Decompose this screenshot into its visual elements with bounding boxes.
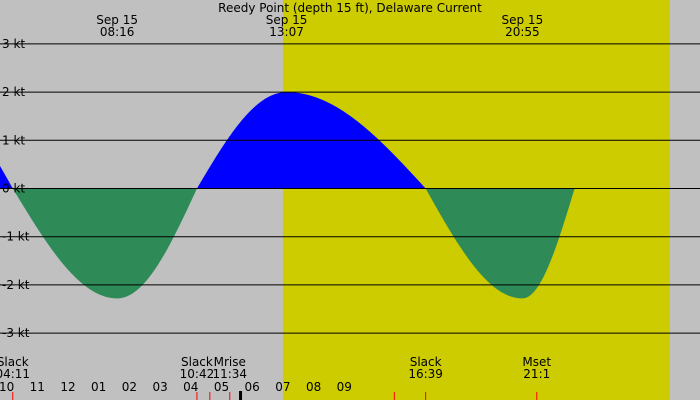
extremum-time-label: 08:16 [100, 25, 135, 39]
extremum-time-label: 13:07 [269, 25, 304, 39]
hour-tick-label: 05 [214, 380, 229, 394]
y-tick-label: -2 kt [2, 278, 30, 292]
hour-tick-label: 08 [306, 380, 321, 394]
event-label: Slack [410, 355, 442, 369]
hour-tick-label: 09 [337, 380, 352, 394]
hour-tick-label: 01 [91, 380, 106, 394]
chart-title: Reedy Point (depth 15 ft), Delaware Curr… [218, 1, 482, 15]
event-time-label: 10:42 [180, 367, 215, 381]
extremum-date-label: Sep 15 [266, 13, 308, 27]
hour-tick-label: 12 [60, 380, 75, 394]
hour-tick-label: 10 [0, 380, 14, 394]
hour-tick-label: 03 [152, 380, 167, 394]
y-tick-label: 1 kt [2, 133, 25, 147]
y-tick-label: -3 kt [2, 326, 30, 340]
extremum-date-label: Sep 15 [96, 13, 138, 27]
event-label: Slack [181, 355, 213, 369]
event-label: Slack [0, 355, 29, 369]
hour-tick-label: 07 [275, 380, 290, 394]
event-time-label: 16:39 [408, 367, 443, 381]
y-tick-label: -1 kt [2, 230, 30, 244]
event-time-label: 21:1 [523, 367, 550, 381]
y-tick-label: 0 kt [2, 182, 25, 196]
event-time-label: 04:11 [0, 367, 30, 381]
y-tick-label: 3 kt [2, 37, 25, 51]
ebb-area [0, 188, 700, 299]
event-time-label: 11:34 [212, 367, 247, 381]
extremum-time-label: 20:55 [505, 25, 540, 39]
hour-tick-label: 02 [122, 380, 137, 394]
y-tick-label: 2 kt [2, 85, 25, 99]
extremum-date-label: Sep 15 [502, 13, 544, 27]
event-label: Mrise [214, 355, 246, 369]
hour-tick-label: 11 [30, 380, 45, 394]
hour-tick-label: 06 [245, 380, 260, 394]
hour-tick-label: 04 [183, 380, 198, 394]
event-label: Mset [522, 355, 551, 369]
